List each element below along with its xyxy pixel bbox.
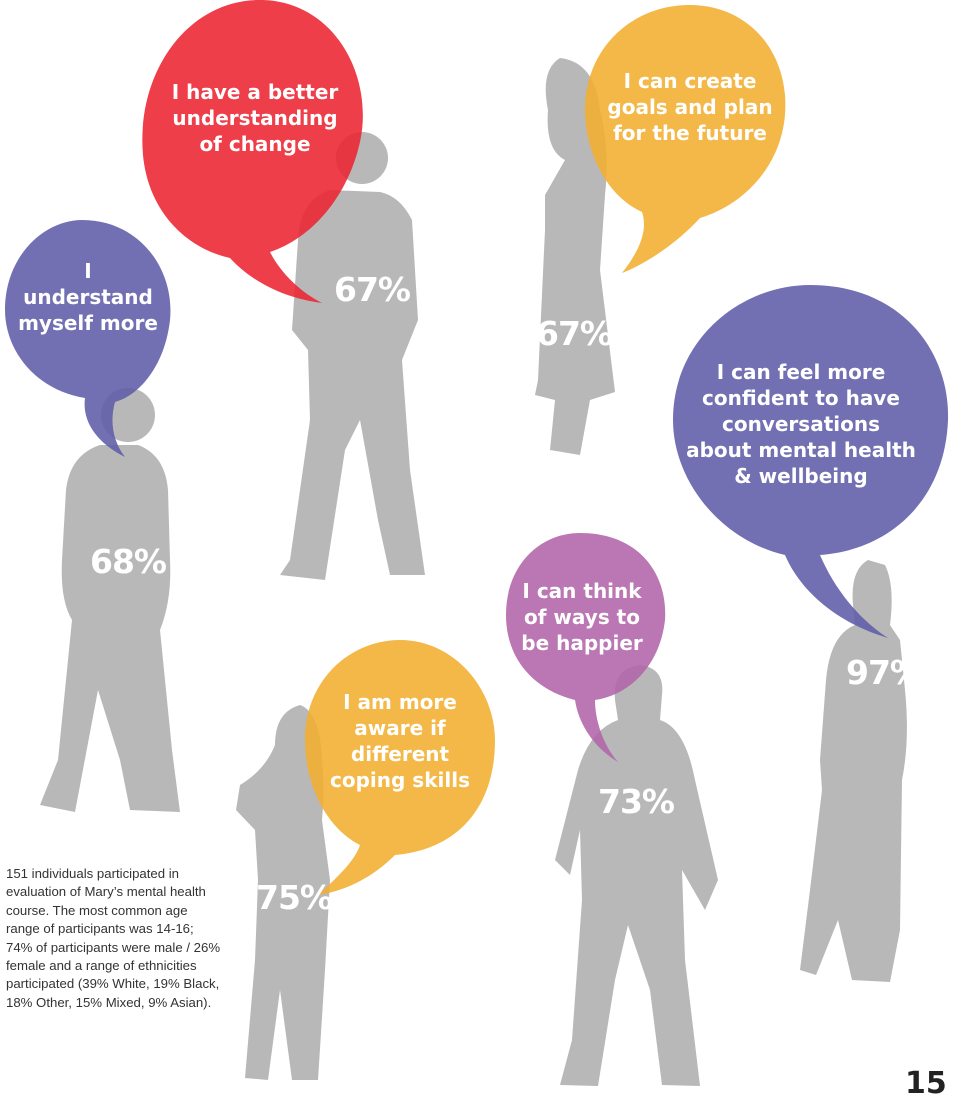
silhouette-boy-center [555,665,718,1086]
statement-goals-future: I can create goals and plan for the futu… [605,48,775,166]
statement-ways-happier: I can think of ways to be happier [512,558,652,676]
percent-ways-happier: 73% [598,782,674,821]
silhouette-left-man [40,388,180,812]
statement-confident-conversations: I can feel more confident to have conver… [686,340,916,508]
page-number: 15 [905,1066,947,1101]
percent-confident-conversations: 97% [846,653,922,692]
percent-understanding-change: 67% [334,270,410,309]
percent-goals-future: 67% [536,314,612,353]
statement-understand-myself: I understand myself more [18,238,158,356]
percent-coping-skills: 75% [256,878,332,917]
statement-understanding-change: I have a better understanding of change [160,72,350,164]
intro-paragraph: 151 individuals participated in evaluati… [6,865,221,1012]
percent-understand-myself: 68% [90,542,166,581]
statement-coping-skills: I am more aware if different coping skil… [330,670,470,812]
